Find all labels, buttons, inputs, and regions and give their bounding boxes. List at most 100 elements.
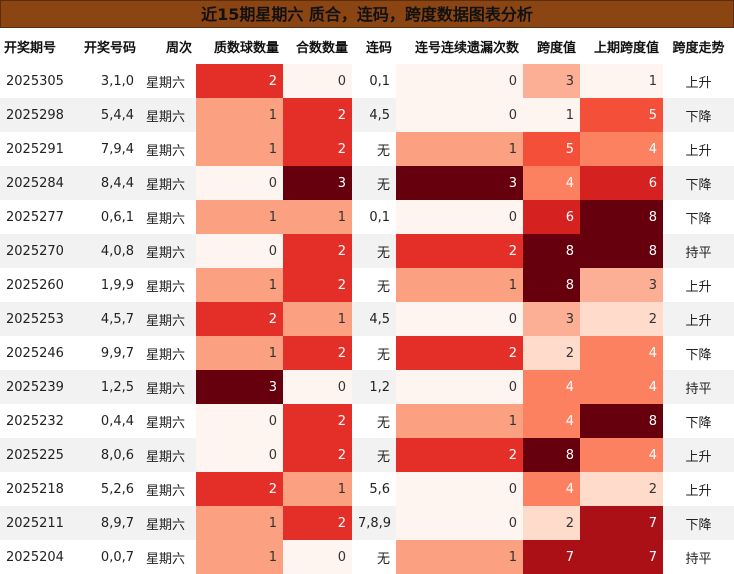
cell: 0,6,1 <box>100 209 134 225</box>
heat-cell: 2 <box>196 302 283 336</box>
cell: 上升 <box>685 483 712 499</box>
cell: 无 <box>376 415 390 431</box>
cell: 1,2,5 <box>73 370 140 404</box>
cell: 星期六 <box>146 483 186 499</box>
column-header: 周次 <box>165 40 192 56</box>
title: 近15期星期六 质合，连码，跨度数据图表分析 <box>0 0 734 28</box>
heat-cell: 3 <box>283 166 352 200</box>
cell: 2025298 <box>0 98 73 132</box>
cell: 星期六 <box>146 211 186 227</box>
cell: 下降 <box>685 347 712 363</box>
heat-cell: 7 <box>580 506 663 540</box>
heat-cell: 8 <box>580 234 663 268</box>
cell: 8,0,6 <box>73 438 140 472</box>
cell: 上升 <box>663 438 734 472</box>
cell: 2025260 <box>6 277 64 293</box>
cell: 星期六 <box>140 234 196 268</box>
cell: 2025253 <box>0 302 73 336</box>
heat-cell: 4 <box>580 370 663 404</box>
cell: 星期六 <box>146 279 186 295</box>
heat-cell: 8 <box>523 438 580 472</box>
cell: 2025211 <box>0 506 73 540</box>
cell: 无 <box>352 234 396 268</box>
table-row: 2025277 0,6,1 星期六 1 1 0,1 0 6 8 下降 <box>0 200 734 234</box>
column-header: 合数数量 <box>295 40 348 56</box>
heat-cell: 2 <box>396 336 523 370</box>
heat-cell: 2 <box>396 438 523 472</box>
cell: 5,2,6 <box>100 481 134 497</box>
cell: 下降 <box>685 211 712 227</box>
cell: 2025284 <box>0 166 73 200</box>
cell: 无 <box>376 347 390 363</box>
heat-cell: 4 <box>580 132 663 166</box>
heat-cell: 1 <box>396 404 523 438</box>
cell: 0,0,7 <box>100 549 134 565</box>
heat-cell: 1 <box>396 540 523 574</box>
table-row: 2025239 1,2,5 星期六 3 0 1,2 0 4 4 持平 <box>0 370 734 404</box>
heat-cell: 3 <box>396 166 523 200</box>
cell: 持平 <box>663 234 734 268</box>
cell: 下降 <box>663 506 734 540</box>
cell: 4,5 <box>352 98 396 132</box>
cell: 1,2 <box>352 370 396 404</box>
heat-cell: 0 <box>396 64 523 98</box>
heat-cell: 2 <box>283 404 352 438</box>
column-header: 上期跨度值 <box>593 40 659 56</box>
heat-cell: 1 <box>196 540 283 574</box>
heat-cell: 2 <box>523 506 580 540</box>
heat-cell: 2 <box>396 234 523 268</box>
heat-cell: 8 <box>523 234 580 268</box>
cell: 2025239 <box>0 370 73 404</box>
cell: 星期六 <box>146 415 186 431</box>
heat-cell: 7 <box>523 540 580 574</box>
cell: 2025204 <box>6 549 64 565</box>
cell: 0,1 <box>369 73 390 89</box>
cell: 下降 <box>663 98 734 132</box>
heat-cell: 1 <box>396 268 523 302</box>
column-header: 连号连续遗漏次数 <box>414 40 519 56</box>
cell: 下降 <box>663 166 734 200</box>
column-header: 质数球数量 <box>213 40 279 56</box>
heat-cell: 2 <box>283 268 352 302</box>
cell: 星期六 <box>146 143 186 159</box>
heat-cell: 2 <box>283 438 352 472</box>
cell: 星期六 <box>140 98 196 132</box>
cell: 4,5 <box>352 302 396 336</box>
table-row: 2025225 8,0,6 星期六 0 2 无 2 8 4 上升 <box>0 438 734 472</box>
heat-cell: 1 <box>283 200 352 234</box>
heat-cell: 1 <box>196 200 283 234</box>
cell: 1,9,9 <box>100 277 134 293</box>
heat-cell: 8 <box>580 200 663 234</box>
cell: 星期六 <box>146 75 186 91</box>
cell: 无 <box>352 166 396 200</box>
heat-cell: 1 <box>196 268 283 302</box>
cell: 星期六 <box>140 166 196 200</box>
cell: 5,6 <box>369 481 390 497</box>
column-header: 跨度值 <box>536 40 576 56</box>
cell: 2025225 <box>0 438 73 472</box>
table-row: 2025270 4,0,8 星期六 0 2 无 2 8 8 持平 <box>0 234 734 268</box>
heat-cell: 0 <box>396 506 523 540</box>
table-row: 2025253 4,5,7 星期六 2 1 4,5 0 3 2 上升 <box>0 302 734 336</box>
heat-cell: 2 <box>580 472 663 506</box>
cell: 3,1,0 <box>100 73 134 89</box>
column-header: 开奖号码 <box>83 40 136 56</box>
table-row: 2025291 7,9,4 星期六 1 2 无 1 5 4 上升 <box>0 132 734 166</box>
cell: 5,4,4 <box>73 98 140 132</box>
cell: 无 <box>376 143 390 159</box>
cell: 2025232 <box>6 413 64 429</box>
heat-cell: 0 <box>283 540 352 574</box>
cell: 星期六 <box>140 370 196 404</box>
heat-cell: 2 <box>283 132 352 166</box>
cell: 7,8,9 <box>352 506 396 540</box>
heat-cell: 4 <box>523 472 580 506</box>
heat-cell: 2 <box>283 336 352 370</box>
cell: 星期六 <box>140 506 196 540</box>
table-row: 2025260 1,9,9 星期六 1 2 无 1 8 3 上升 <box>0 268 734 302</box>
heat-cell: 1 <box>580 64 663 98</box>
heat-cell: 6 <box>523 200 580 234</box>
heat-cell: 0 <box>283 370 352 404</box>
heat-cell: 1 <box>283 472 352 506</box>
table-row: 2025232 0,4,4 星期六 0 2 无 1 4 8 下降 <box>0 404 734 438</box>
